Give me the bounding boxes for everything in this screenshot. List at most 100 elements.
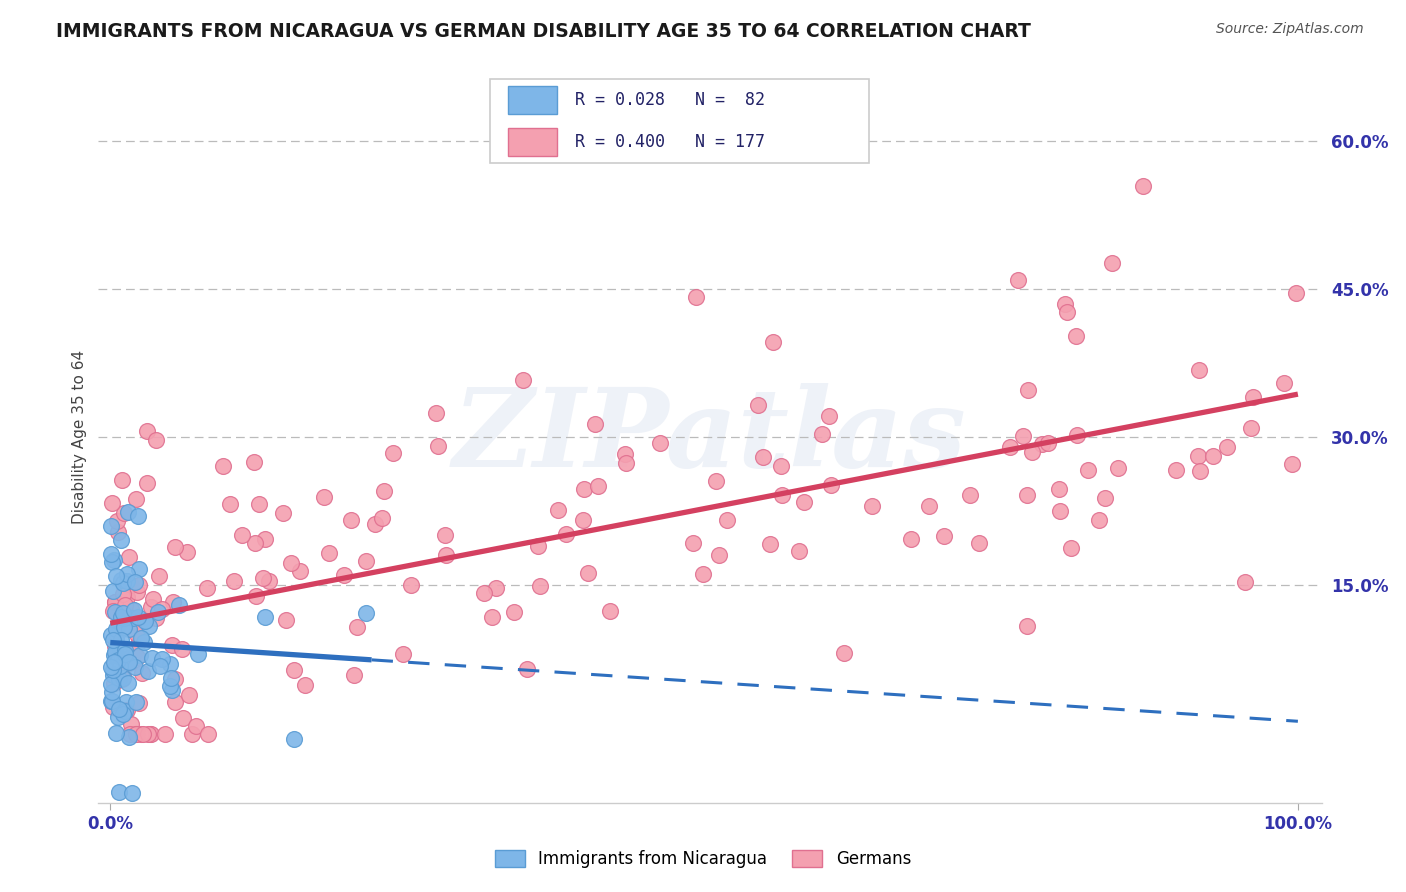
Point (125, 584, 148, 599)
Point (373, 483, 395, 498)
Point (105, 726, 128, 740)
Point (124, 603, 146, 617)
Point (125, 726, 148, 740)
Point (127, 609, 149, 624)
Point (145, 433, 167, 447)
Point (150, 651, 173, 665)
Point (111, 576, 134, 591)
Point (283, 663, 305, 677)
Point (1064, 328, 1087, 343)
Point (222, 574, 245, 588)
Point (160, 682, 183, 697)
Y-axis label: Disability Age 35 to 64: Disability Age 35 to 64 (72, 350, 87, 524)
Text: R = 0.028   N =  82: R = 0.028 N = 82 (575, 91, 765, 109)
Point (547, 503, 569, 517)
Point (100, 547, 122, 561)
Point (107, 672, 129, 686)
Point (219, 496, 242, 510)
Point (392, 647, 415, 661)
Point (138, 619, 160, 633)
Point (121, 786, 143, 800)
Point (247, 497, 270, 511)
Point (485, 581, 508, 595)
Point (117, 609, 139, 624)
Point (294, 678, 316, 692)
Point (572, 482, 595, 496)
Point (115, 591, 138, 605)
Point (1233, 574, 1256, 589)
Point (117, 622, 139, 636)
Point (333, 568, 356, 582)
Point (118, 726, 141, 740)
Point (181, 726, 204, 740)
Point (932, 529, 955, 543)
Point (481, 610, 503, 624)
Point (104, 605, 127, 619)
Point (114, 704, 136, 718)
Point (127, 509, 149, 524)
Point (128, 633, 150, 648)
Point (105, 627, 128, 641)
Point (342, 668, 364, 682)
Point (762, 334, 785, 349)
Point (125, 615, 148, 630)
Point (134, 614, 156, 628)
Point (252, 571, 274, 585)
Point (165, 672, 187, 686)
Point (516, 662, 538, 676)
Point (159, 671, 181, 685)
Point (318, 545, 340, 559)
Point (162, 595, 184, 609)
Point (1056, 305, 1078, 319)
Point (339, 513, 361, 527)
Point (110, 533, 132, 547)
Point (115, 703, 138, 717)
Point (472, 586, 495, 600)
Point (1049, 504, 1071, 518)
Text: IMMIGRANTS FROM NICARAGUA VS GERMAN DISABILITY AGE 35 TO 64 CORRELATION CHART: IMMIGRANTS FROM NICARAGUA VS GERMAN DISA… (56, 22, 1031, 41)
Point (314, 490, 336, 504)
Bar (508, 128, 557, 156)
Point (121, 615, 143, 630)
Point (149, 659, 172, 673)
Point (512, 373, 534, 387)
Point (1215, 441, 1237, 455)
Point (115, 574, 138, 589)
Point (110, 609, 132, 624)
Point (1077, 462, 1099, 476)
Point (1007, 273, 1029, 287)
Point (105, 568, 128, 582)
Point (118, 730, 141, 744)
Point (104, 645, 127, 659)
Point (747, 398, 769, 412)
Point (125, 695, 148, 709)
Point (811, 427, 834, 442)
Point (1087, 513, 1109, 527)
Point (146, 605, 169, 619)
Point (346, 620, 368, 634)
Point (108, 785, 131, 799)
Point (1281, 457, 1303, 471)
Point (820, 478, 842, 492)
Point (259, 574, 281, 589)
Point (1031, 436, 1053, 450)
Point (105, 514, 128, 528)
Point (107, 524, 129, 539)
Point (1060, 541, 1083, 556)
Point (967, 535, 990, 549)
Point (114, 598, 136, 612)
Point (572, 513, 595, 527)
Point (583, 417, 606, 431)
Point (117, 505, 139, 519)
Point (186, 648, 208, 662)
Point (112, 506, 135, 520)
Point (103, 675, 125, 690)
Point (107, 618, 129, 632)
Point (682, 536, 704, 550)
Point (110, 632, 132, 647)
Point (172, 642, 194, 657)
Point (100, 519, 122, 533)
Point (131, 666, 153, 681)
Point (1107, 461, 1129, 475)
Point (290, 564, 312, 578)
